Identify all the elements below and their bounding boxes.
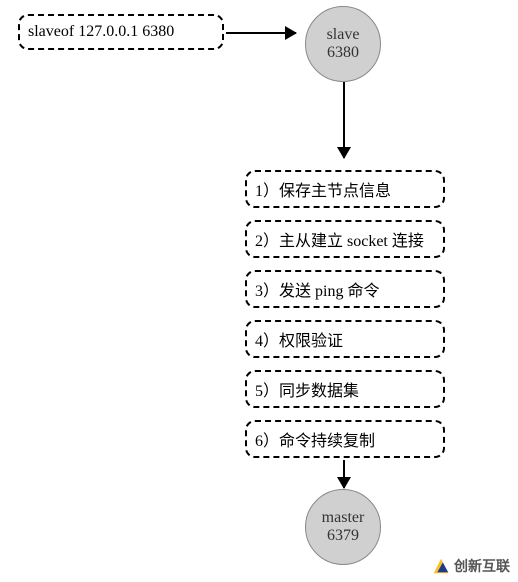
watermark: 创新互联 (432, 556, 510, 576)
step-text: 5）同步数据集 (255, 377, 359, 401)
master-label: master (322, 509, 365, 527)
step-text: 1）保存主节点信息 (255, 177, 391, 201)
arrow-slave-to-steps (343, 82, 345, 158)
arrow-steps-to-master (343, 460, 345, 488)
slave-label: slave (327, 26, 360, 44)
step-text: 2）主从建立 socket 连接 (255, 227, 424, 251)
slaveof-command-box: slaveof 127.0.0.1 6380 (18, 14, 224, 50)
watermark-icon (432, 557, 450, 575)
step-text: 6）命令持续复制 (255, 427, 375, 451)
arrow-command-to-slave (226, 32, 296, 34)
step-box: 3）发送 ping 命令 (245, 270, 445, 308)
step-box: 4）权限验证 (245, 320, 445, 358)
step-box: 5）同步数据集 (245, 370, 445, 408)
step-box: 1）保存主节点信息 (245, 170, 445, 208)
slaveof-command-text: slaveof 127.0.0.1 6380 (28, 23, 174, 41)
master-port: 6379 (327, 527, 359, 545)
watermark-text: 创新互联 (454, 556, 510, 576)
step-box: 2）主从建立 socket 连接 (245, 220, 445, 258)
step-text: 4）权限验证 (255, 327, 343, 351)
master-node: master 6379 (305, 489, 381, 565)
step-text: 3）发送 ping 命令 (255, 277, 379, 301)
step-box: 6）命令持续复制 (245, 420, 445, 458)
slave-node: slave 6380 (305, 6, 381, 82)
slave-port: 6380 (327, 44, 359, 62)
